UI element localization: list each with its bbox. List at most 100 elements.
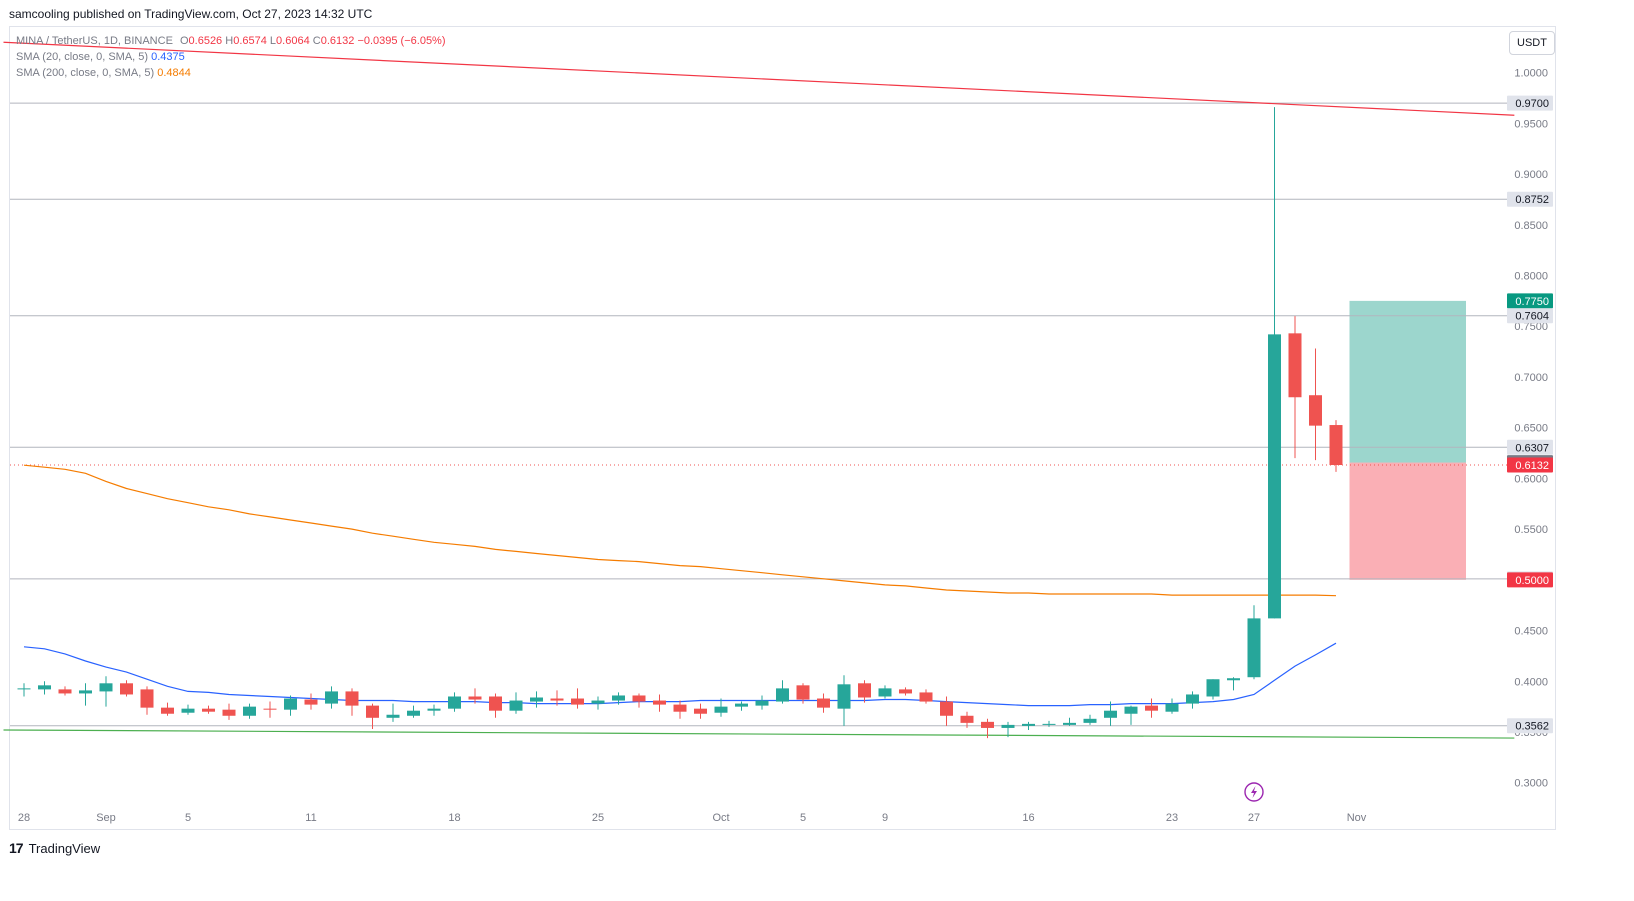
candle (1268, 107, 1281, 619)
y-tick-label: 0.4000 (1514, 676, 1548, 688)
position-target-zone (1349, 300, 1466, 463)
y-tick-label: 0.3000 (1514, 778, 1548, 790)
tradingview-footer[interactable]: 17 TradingView (9, 838, 100, 858)
legend-low-label: L (269, 35, 277, 47)
legend-close-label: C (312, 35, 321, 47)
price-label-price: 0.6132 (1507, 457, 1553, 473)
candle-body (1288, 333, 1302, 398)
candle-body (1309, 395, 1322, 426)
candle (940, 696, 953, 726)
legend-ohlc-row[interactable]: MINA / TetherUS, 1D, BINANCE O0.6526 H0.… (16, 33, 446, 49)
candle (694, 703, 707, 719)
legend-close: 0.6132 (320, 35, 355, 47)
candle-body (99, 683, 113, 692)
candle (325, 686, 338, 709)
candle-body (509, 700, 523, 711)
position-tool[interactable] (1349, 300, 1467, 580)
price-label-bg (1507, 439, 1553, 455)
price-label-bg (1507, 308, 1553, 324)
x-tick-label: 16 (1022, 812, 1034, 824)
candle-body (899, 689, 912, 694)
candle-body (181, 708, 195, 713)
candle-body (1247, 618, 1261, 678)
candle-body (407, 710, 420, 716)
candle-body (919, 692, 933, 702)
legend-sma20-row[interactable]: SMA (20, close, 0, SMA, 5) 0.4375 (16, 49, 446, 65)
position-stop-zone (1349, 462, 1466, 580)
price-label-level: 0.7604 (1507, 308, 1553, 324)
candle (79, 683, 92, 706)
candle-body (1145, 705, 1158, 711)
candle (1288, 316, 1302, 459)
price-label-bg (1507, 718, 1553, 734)
x-tick-label: Sep (96, 812, 116, 824)
candle-body (448, 696, 461, 709)
x-tick-label: Nov (1347, 812, 1367, 824)
price-label-text: 0.9700 (1515, 98, 1549, 110)
legend-high: 0.6574 (233, 35, 267, 47)
currency-button[interactable]: USDT (1509, 31, 1555, 55)
candle (1022, 721, 1035, 730)
price-label-text: 0.7750 (1515, 296, 1549, 308)
x-tick-label: 25 (592, 812, 604, 824)
candle-body (817, 698, 830, 708)
published-by-text: samcooling published on TradingView.com,… (9, 7, 373, 21)
candle (981, 718, 994, 739)
candle-body (1268, 334, 1281, 619)
candle-body (1124, 706, 1138, 714)
tradingview-brand: TradingView (28, 840, 101, 856)
candle-body (878, 688, 892, 697)
lightning-icon (1251, 786, 1257, 798)
candle (17, 683, 31, 697)
candle-body (550, 698, 564, 701)
candle (591, 696, 605, 710)
candle (530, 691, 543, 708)
sma200-line (23, 464, 1337, 597)
candle-body (17, 688, 31, 690)
candle-body (571, 698, 584, 705)
candle-body (796, 685, 810, 700)
y-tick-label: 0.6000 (1514, 473, 1548, 485)
legend-open: 0.6526 (188, 35, 223, 47)
candle (202, 705, 215, 714)
y-tick-label: 0.7000 (1514, 372, 1548, 384)
candle-body (1063, 722, 1076, 725)
candle (1165, 698, 1179, 714)
candle-body (79, 690, 92, 694)
candle-body (243, 706, 256, 716)
tradingview-logo-icon: 17 (9, 840, 24, 856)
legend-symbol[interactable]: MINA / TetherUS, 1D, BINANCE (16, 35, 173, 47)
candle-body (694, 708, 707, 714)
candle (284, 695, 297, 716)
candle (304, 693, 318, 710)
candle (1001, 721, 1015, 738)
y-tick-label: 0.8500 (1514, 220, 1548, 232)
price-label-bg (1507, 191, 1553, 207)
candle (1329, 420, 1343, 472)
candle-body (591, 700, 605, 704)
price-label-level: 0.9700 (1507, 95, 1553, 111)
x-tick-label: Oct (712, 812, 729, 824)
candle (1227, 677, 1240, 691)
price-labels: 0.97000.87520.77500.76040.63070.61560.61… (1507, 95, 1553, 734)
candle (817, 693, 830, 713)
price-label-text: 0.5000 (1515, 575, 1549, 587)
candle-body (1104, 710, 1117, 718)
legend-sma200-row[interactable]: SMA (200, close, 0, SMA, 5) 0.4844 (16, 65, 446, 81)
candle-body (960, 715, 974, 723)
event-marker-icon[interactable] (1244, 782, 1264, 802)
candle-body (981, 721, 994, 728)
price-axis[interactable]: 1.0000 0.9500 0.9000 0.8500 0.8000 0.7500 0.70… (1514, 68, 1548, 790)
chart-frame (9, 26, 1556, 830)
candle (386, 703, 400, 722)
horizontal-levels (10, 102, 1508, 727)
legend-change: −0.0395 (−6.05%) (357, 35, 446, 47)
candle-body (1022, 723, 1035, 726)
candle (58, 686, 72, 696)
time-axis[interactable]: 28 Sep 5 11 18 25 Oct 5 9 16 23 27 Nov (18, 812, 1367, 824)
candle (407, 705, 420, 718)
price-label-bg (1507, 293, 1553, 309)
candle (99, 676, 113, 707)
candle (632, 693, 646, 708)
